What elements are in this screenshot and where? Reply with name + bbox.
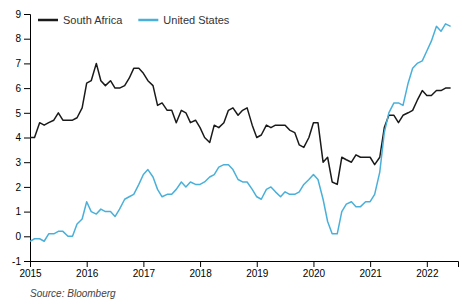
y-tick-mark [24, 187, 30, 188]
x-tick: 2017 [133, 261, 156, 279]
x-tick-label: 2020 [303, 268, 326, 279]
y-tick: 3 [15, 157, 30, 168]
series-line [30, 24, 451, 241]
y-tick-label: 7 [15, 58, 21, 69]
y-tick-mark [24, 88, 30, 89]
legend-item: United States [138, 14, 230, 26]
x-tick-mark [257, 261, 258, 267]
x-tick-label: 2022 [416, 268, 439, 279]
y-tick-mark [24, 212, 30, 213]
legend-swatch [38, 19, 58, 22]
y-tick-label: 1 [15, 206, 21, 217]
legend-label: United States [163, 14, 230, 26]
x-tick: 2019 [246, 261, 269, 279]
y-tick-label: 6 [15, 83, 21, 94]
y-tick-mark [24, 138, 30, 139]
y-tick: 5 [15, 108, 30, 119]
x-tick-label: 2021 [360, 268, 383, 279]
x-tick-mark [143, 261, 144, 267]
x-tick-mark [313, 261, 314, 267]
source: Source: Bloomberg [30, 288, 116, 299]
chart: 2015 2016 2017 2018 2019 2020 2021 2022 -1 0 1 2 3 4 5… [0, 0, 474, 305]
y-tick: 8 [15, 33, 30, 44]
x-tick-label: 2016 [76, 268, 99, 279]
y-tick: 2 [15, 182, 30, 193]
x-tick: 2021 [360, 261, 383, 279]
x-tick: 2020 [303, 261, 326, 279]
x-tick-mark [427, 261, 428, 267]
y-tick: 7 [15, 58, 30, 69]
x-tick-label: 2019 [246, 268, 269, 279]
y-tick: 9 [15, 9, 30, 20]
y-tick-label: 5 [15, 108, 21, 119]
x-tick: 2022 [416, 261, 439, 279]
legend-item: South Africa [38, 14, 123, 26]
y-tick-label: 2 [15, 182, 21, 193]
legend: South Africa United States [38, 14, 230, 26]
y-tick-mark [24, 63, 30, 64]
y-tick: 6 [15, 83, 30, 94]
y-tick-label: 8 [15, 33, 21, 44]
x-tick-label: 2015 [19, 268, 42, 279]
x-tick: 2015 [19, 261, 42, 279]
y-tick-mark [24, 113, 30, 114]
y-tick-label: 4 [15, 132, 21, 143]
x-tick: 2016 [76, 261, 99, 279]
y-tick-mark [24, 14, 30, 15]
plot-area: 2015 2016 2017 2018 2019 2020 2021 2022 -1 0 1 2 3 4 5… [12, 9, 458, 279]
y-tick-mark [24, 162, 30, 163]
legend-swatch [138, 19, 158, 22]
x-tick-mark [370, 261, 371, 267]
x-tick: 2018 [189, 261, 212, 279]
legend-label: South Africa [63, 14, 123, 26]
y-tick-mark [24, 39, 30, 40]
x-tick-mark [200, 261, 201, 267]
y-tick-label: -1 [12, 256, 21, 267]
x-tick-label: 2017 [133, 268, 156, 279]
y-tick: -1 [12, 256, 30, 267]
x-axis: 2015 2016 2017 2018 2019 2020 2021 2022 [19, 261, 458, 279]
y-tick-label: 0 [15, 231, 21, 242]
y-tick-label: 9 [15, 9, 21, 20]
lines [30, 24, 451, 241]
y-axis: -1 0 1 2 3 4 5 6 7 8 9 [12, 9, 30, 267]
y-tick: 1 [15, 206, 30, 217]
y-tick-mark [24, 236, 30, 237]
x-axis-line [31, 262, 459, 268]
x-tick-mark [87, 261, 88, 267]
x-tick-label: 2018 [189, 268, 212, 279]
y-tick: 4 [15, 132, 30, 143]
y-axis-line [24, 15, 31, 262]
series-line [30, 63, 451, 184]
y-tick-label: 3 [15, 157, 21, 168]
y-tick-mark [24, 261, 30, 262]
y-tick: 0 [15, 231, 30, 242]
